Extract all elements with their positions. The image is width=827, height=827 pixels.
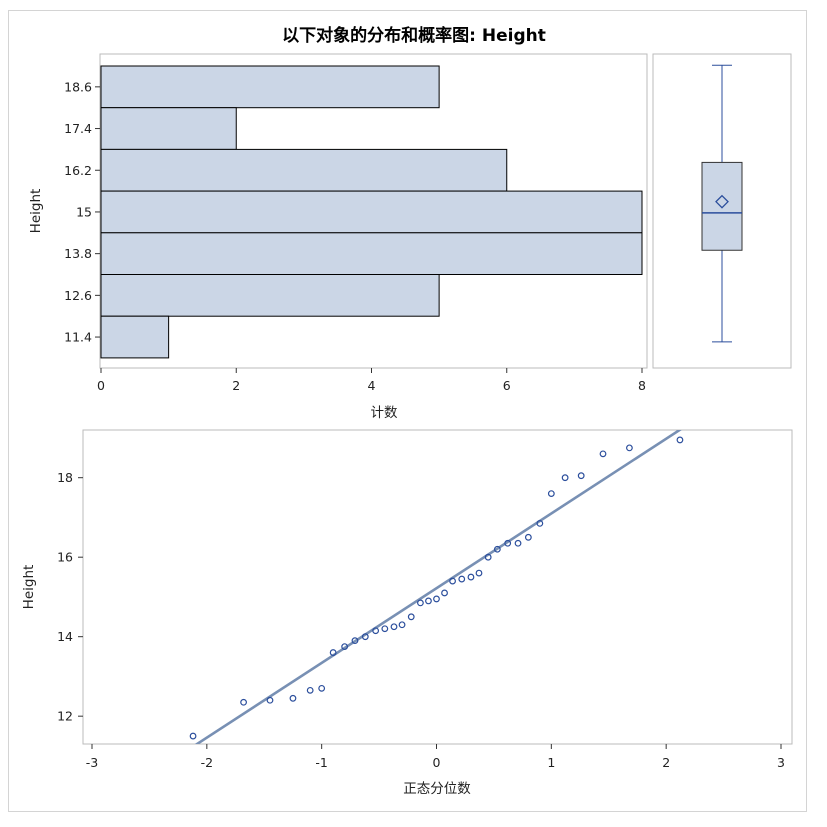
probability-point xyxy=(599,450,607,458)
histogram-bar xyxy=(100,232,643,276)
histogram-bar xyxy=(100,274,440,317)
probability-points xyxy=(189,436,684,740)
probability-x-tick-label: 3 xyxy=(777,755,785,770)
probability-point xyxy=(577,472,585,480)
probability-point xyxy=(626,444,633,452)
boxplot-panel xyxy=(652,53,792,369)
histogram-bar xyxy=(100,190,643,234)
probability-point xyxy=(458,575,466,583)
histogram-bars xyxy=(100,65,643,359)
histogram-y-tick-label: 16.2 xyxy=(64,163,92,178)
probability-point xyxy=(381,625,389,633)
histogram-x-tick-label: 4 xyxy=(368,378,376,393)
histogram-y-tick-label: 17.4 xyxy=(64,121,92,136)
probability-point xyxy=(561,474,569,482)
probability-x-tick-label: -2 xyxy=(201,755,213,770)
probability-point xyxy=(318,684,326,692)
probability-point xyxy=(493,545,501,553)
probability-point xyxy=(417,599,424,607)
probability-y-ticks: 12 14 16 18 xyxy=(57,470,83,724)
histogram-x-tick-label: 8 xyxy=(638,378,646,393)
probability-y-tick-label: 18 xyxy=(57,470,73,485)
probability-point xyxy=(341,643,349,651)
probability-point xyxy=(372,627,380,635)
histogram-y-axis-label: Height xyxy=(28,189,44,234)
histogram-y-tick-label: 13.8 xyxy=(64,246,92,261)
histogram-x-axis-label: 计数 xyxy=(371,405,398,421)
probability-point xyxy=(329,649,337,656)
histogram-bar xyxy=(100,107,237,150)
probability-point xyxy=(306,686,314,694)
probability-point xyxy=(361,633,369,641)
probability-y-axis-label: Height xyxy=(21,565,37,610)
probability-y-tick-label: 16 xyxy=(57,550,73,565)
probability-point xyxy=(514,539,522,547)
probability-point xyxy=(398,621,406,629)
probability-point xyxy=(351,637,359,645)
probability-reference-line xyxy=(194,430,682,744)
histogram-y-tick-label: 12.6 xyxy=(64,288,92,303)
probability-x-ticks: -3 -2 -1 0 1 2 3 xyxy=(86,744,785,770)
probability-point xyxy=(536,520,544,527)
histogram-x-tick-label: 0 xyxy=(97,378,105,393)
probability-x-tick-label: -1 xyxy=(315,755,327,770)
boxplot-plot-area xyxy=(652,53,792,369)
probability-point xyxy=(240,698,247,706)
probability-y-tick-label: 12 xyxy=(57,709,73,724)
boxplot-marks xyxy=(701,64,743,343)
probability-y-tick-label: 14 xyxy=(57,629,73,644)
histogram-x-tick-label: 2 xyxy=(232,378,240,393)
histogram-bar xyxy=(100,315,170,359)
probability-point xyxy=(547,490,555,497)
probability-x-tick-label: 0 xyxy=(433,755,441,770)
probability-x-tick-label: 2 xyxy=(662,755,670,770)
probability-point xyxy=(475,569,483,577)
probability-x-axis-label: 正态分位数 xyxy=(403,781,471,797)
probability-x-tick-label: 1 xyxy=(547,755,555,770)
histogram-x-tick-label: 6 xyxy=(503,378,511,393)
probability-reference-line-group xyxy=(194,430,682,744)
histogram-plot-area xyxy=(99,53,648,369)
probability-point xyxy=(289,694,297,702)
histogram-y-tick-label: 15 xyxy=(76,204,92,219)
histogram-y-ticks: 18.6 17.4 16.2 15 13.8 12.6 11.4 xyxy=(64,79,100,345)
probability-point xyxy=(407,613,415,621)
probability-point xyxy=(676,436,684,444)
histogram-panel: 18.6 17.4 16.2 15 13.8 12.6 11.4 0 2 4 6 8 计数 Heig… xyxy=(28,53,648,421)
histogram-y-tick-label: 18.6 xyxy=(64,79,92,94)
probability-x-tick-label: -3 xyxy=(86,755,98,770)
probability-point xyxy=(266,696,274,704)
probability-point xyxy=(441,589,448,597)
probability-point xyxy=(390,623,398,631)
histogram-y-tick-label: 11.4 xyxy=(64,330,92,345)
probability-point xyxy=(449,577,456,585)
boxplot-box xyxy=(701,161,743,251)
probability-point xyxy=(433,595,440,603)
boxplot-mean-marker xyxy=(715,194,729,209)
probability-point xyxy=(504,539,512,547)
probability-point xyxy=(189,732,197,740)
probability-point xyxy=(484,553,492,561)
probability-point xyxy=(524,533,532,541)
histogram-bar xyxy=(100,65,440,109)
probability-point xyxy=(467,573,475,581)
figure-title: 以下对象的分布和概率图: Height xyxy=(282,25,546,46)
probability-point xyxy=(425,597,432,605)
histogram-x-ticks: 0 2 4 6 8 xyxy=(97,368,646,393)
probability-plot-area xyxy=(82,429,793,745)
histogram-bar xyxy=(100,148,508,192)
